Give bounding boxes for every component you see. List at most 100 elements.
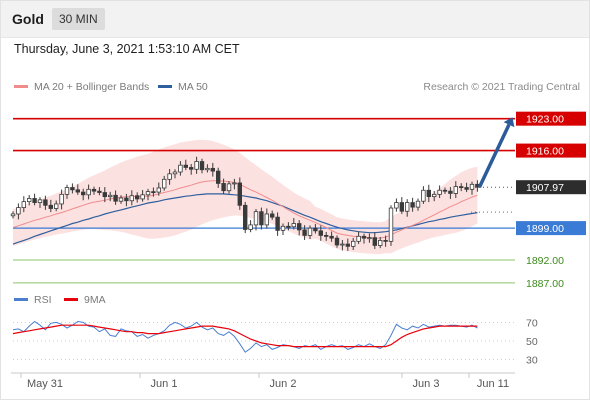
candle [86, 184, 91, 200]
candle-body [350, 240, 356, 247]
candle-body [43, 199, 48, 206]
candle-body [361, 235, 367, 239]
candle [356, 231, 361, 245]
candle-body [383, 240, 388, 242]
candle [410, 197, 415, 212]
candle-body [86, 188, 91, 196]
candle [210, 162, 215, 177]
header-bar: Gold 30 MIN [1, 1, 589, 38]
candle-body [113, 194, 118, 202]
legend-label: MA 50 [178, 81, 208, 93]
candle-body [399, 202, 404, 212]
candle-body [81, 191, 86, 196]
bollinger-band [13, 139, 478, 255]
candle [280, 223, 286, 235]
candle-body [194, 161, 199, 170]
candle-body [108, 194, 113, 198]
candle [458, 183, 464, 192]
candle-body [458, 186, 464, 189]
candle-body [421, 189, 426, 202]
candle-body [334, 237, 340, 246]
candle [253, 208, 259, 231]
candle-body [210, 167, 215, 172]
candle [226, 181, 232, 194]
level-label-box [516, 143, 586, 158]
candle-body [161, 178, 167, 189]
candle-body [291, 223, 296, 228]
candle-body [48, 204, 53, 209]
candle [10, 211, 16, 219]
candle [350, 237, 356, 250]
candle-body [442, 189, 448, 192]
candle-body [464, 187, 469, 190]
candle-body [280, 225, 286, 231]
level-label-box [516, 221, 586, 236]
candle-body [232, 182, 237, 185]
candle-body [37, 199, 43, 203]
level-label-text: 1907.97 [526, 182, 564, 194]
candle-body [367, 237, 372, 240]
candle-body [59, 193, 64, 205]
candle-body [242, 204, 248, 230]
candle [259, 207, 264, 230]
candle [172, 169, 178, 179]
candle [318, 225, 323, 241]
level-label-1907.97: 1907.97 [516, 180, 586, 195]
candle-body [372, 237, 377, 246]
candle [426, 184, 431, 203]
level-label-1923.00: 1923.00 [516, 111, 586, 126]
candle [421, 186, 426, 204]
candle-body [167, 173, 172, 180]
candle [404, 199, 410, 217]
candle-body [54, 203, 59, 209]
candle [221, 178, 226, 195]
x-tick-label: Jun 1 [151, 378, 178, 390]
candle-body [329, 235, 334, 239]
candle [59, 189, 64, 210]
candle-body [226, 183, 232, 192]
candle-body [426, 189, 431, 198]
legend-swatch [158, 84, 172, 88]
candle [442, 187, 448, 194]
candle-body [356, 235, 361, 242]
candle-body [318, 230, 323, 236]
candle-body [448, 190, 453, 194]
candle-body [345, 243, 350, 247]
instrument-title: Gold [12, 11, 44, 27]
candle-body [21, 201, 26, 208]
candle [453, 181, 458, 199]
candle [307, 225, 313, 240]
candle [313, 223, 318, 234]
candle [129, 190, 134, 206]
timeframe-badge[interactable]: 30 MIN [52, 8, 105, 30]
candle [275, 212, 280, 236]
x-tick-label: Jun 3 [413, 378, 440, 390]
candle [118, 195, 124, 204]
candle-body [404, 202, 410, 212]
candle [178, 161, 183, 176]
candle [43, 195, 48, 210]
candle [21, 196, 26, 213]
rsi-tick-label: 70 [526, 317, 538, 329]
candle [81, 188, 86, 201]
x-tick-label: Jun 2 [270, 378, 297, 390]
legend-ma50: MA 50 [158, 81, 208, 93]
candle-body [377, 240, 383, 246]
candle-body [286, 225, 291, 228]
candle-body [469, 183, 475, 190]
level-label-box [516, 111, 586, 126]
candle-body [394, 202, 399, 209]
candle-body [296, 223, 302, 231]
level-label-text: 1899.00 [526, 223, 564, 235]
candle-body [75, 189, 80, 193]
candle [16, 203, 21, 220]
candle-body [140, 194, 145, 200]
candle [399, 197, 404, 214]
candle-body [188, 167, 194, 170]
candle [237, 177, 242, 210]
candle [286, 222, 291, 231]
candle-body [118, 197, 124, 202]
candle-body [253, 211, 259, 226]
candle [140, 190, 145, 202]
